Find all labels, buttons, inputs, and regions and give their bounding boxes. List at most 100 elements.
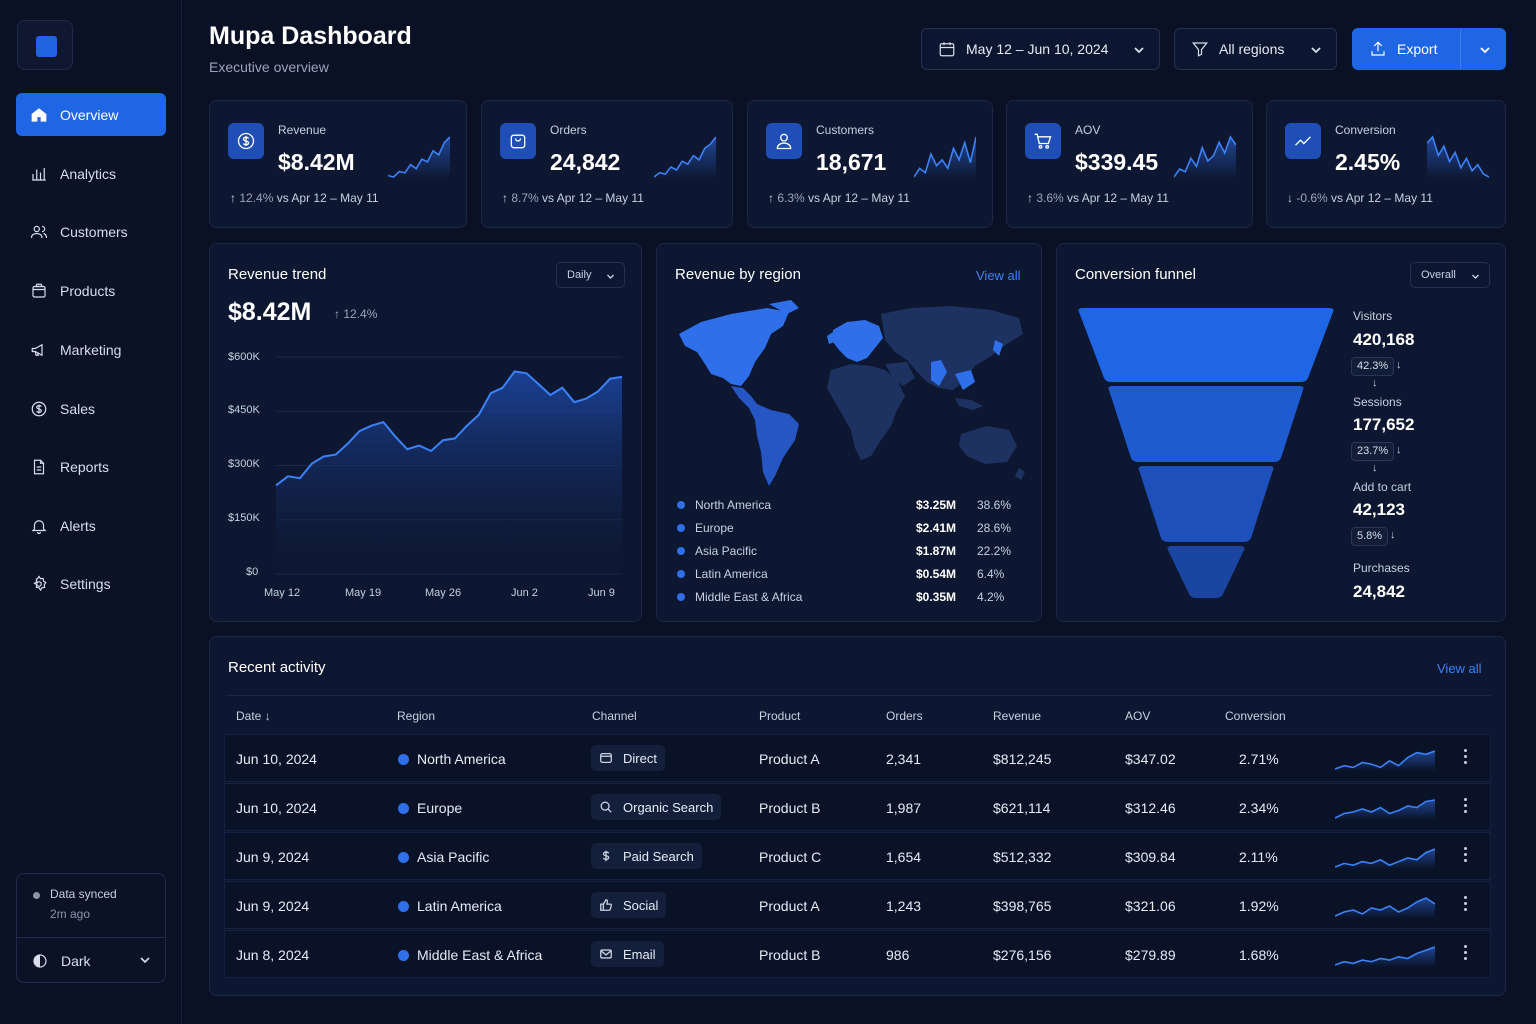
column-header-aov[interactable]: AOV: [1125, 709, 1151, 723]
date-range-picker[interactable]: May 12 – Jun 10, 2024: [921, 28, 1160, 70]
sparkline-area: [1427, 137, 1489, 179]
sidebar-item-marketing[interactable]: Marketing: [16, 328, 166, 371]
cell-region: North America: [417, 751, 506, 767]
column-header-conversion[interactable]: Conversion: [1225, 709, 1286, 723]
sidebar-item-sales[interactable]: Sales: [16, 387, 166, 430]
arrow-up-icon: ↑: [334, 307, 344, 321]
table-row[interactable]: Jun 8, 2024 Middle East & Africa Email P…: [224, 930, 1491, 978]
kpi-value: $339.45: [1075, 149, 1159, 175]
cell-region: Europe: [417, 800, 463, 816]
row-sparkline: [1335, 897, 1435, 918]
region-legend-row[interactable]: Europe $2.41M 28.6%: [677, 520, 1017, 538]
kpi-sparkline: [914, 136, 976, 179]
kpi-sparkline: [1427, 135, 1489, 179]
region-filter[interactable]: All regions: [1174, 28, 1337, 70]
region-pct: 22.2%: [977, 544, 1012, 558]
kpi-card-customers[interactable]: Customers 18,671 ↑ 6.3% vs Apr 12 – May …: [747, 100, 993, 228]
sidebar-item-settings[interactable]: Settings: [16, 562, 166, 605]
theme-toggle[interactable]: Dark: [17, 938, 165, 983]
row-menu-icon[interactable]: [1462, 945, 1468, 965]
funnel-stage-purchases[interactable]: [1167, 546, 1245, 598]
sidebar-item-alerts[interactable]: Alerts: [16, 504, 166, 547]
table-row[interactable]: Jun 9, 2024 Asia Pacific Paid Search Pro…: [224, 832, 1491, 880]
region-pct: 38.6%: [977, 498, 1012, 512]
kpi-compare: vs Apr 12 – May 11: [276, 191, 379, 205]
x-tick-label: Jun 2: [511, 587, 538, 599]
row-menu-icon[interactable]: [1462, 749, 1468, 769]
map-region-europe[interactable]: [833, 320, 883, 362]
activity-view-all-link[interactable]: View all: [1437, 661, 1482, 676]
column-header-revenue[interactable]: Revenue: [993, 709, 1042, 723]
column-header-channel[interactable]: Channel: [592, 709, 637, 723]
kpi-card-aov[interactable]: AOV $339.45 ↑ 3.6% vs Apr 12 – May 11: [1006, 100, 1253, 228]
column-header-orders[interactable]: Orders: [886, 709, 923, 723]
region-legend-row[interactable]: Asia Pacific $1.87M 22.2%: [677, 543, 1017, 561]
sidebar-item-reports[interactable]: Reports: [16, 445, 166, 488]
map-region-asia-pacific[interactable]: [881, 306, 1023, 390]
card-title: Revenue by region: [675, 266, 801, 283]
bar-chart-icon: [32, 167, 46, 181]
cell-revenue: $512,332: [993, 849, 1052, 865]
map-region-middle-east-africa[interactable]: [827, 364, 905, 460]
chevron-down-icon[interactable]: [1479, 44, 1491, 56]
moon-icon: [33, 953, 47, 968]
cell-date: Jun 8, 2024: [236, 947, 310, 963]
export-button[interactable]: Export: [1352, 28, 1506, 70]
page-subtitle: Executive overview: [209, 59, 329, 75]
sidebar-item-label: Reports: [60, 458, 110, 475]
funnel-stage-add-to-cart[interactable]: [1138, 466, 1274, 542]
funnel-scope-select[interactable]: Overall: [1410, 262, 1490, 288]
legend-dot: [677, 501, 685, 509]
row-sparkline: [1335, 750, 1435, 771]
region-legend-row[interactable]: Middle East & Africa $0.35M 4.2%: [677, 589, 1017, 607]
row-menu-icon[interactable]: [1462, 798, 1468, 818]
sparkline-line: [1335, 946, 1435, 966]
sidebar-item-overview[interactable]: Overview: [16, 93, 166, 136]
sidebar-item-products[interactable]: Products: [16, 269, 166, 312]
column-header-product[interactable]: Product: [759, 709, 801, 723]
funnel-stage-label: Add to cart: [1353, 480, 1412, 494]
kpi-label: Conversion: [1335, 123, 1396, 137]
sidebar-item-analytics[interactable]: Analytics: [16, 152, 166, 195]
region-legend-row[interactable]: Latin America $0.54M 6.4%: [677, 566, 1017, 584]
sparkline-line: [1427, 135, 1489, 178]
kpi-value: $8.42M: [278, 149, 355, 175]
revenue-by-region-card: Revenue by region View all North America…: [656, 243, 1042, 622]
row-menu-icon[interactable]: [1462, 896, 1468, 916]
region-dot: [398, 852, 409, 863]
kpi-card-revenue[interactable]: Revenue $8.42M ↑ 12.4% vs Apr 12 – May 1…: [209, 100, 467, 228]
sync-status-panel: Data synced 2m ago Dark: [16, 873, 166, 983]
sparkline-line: [1335, 799, 1435, 819]
column-header-date[interactable]: Date ↓: [236, 709, 271, 723]
funnel-stage-sessions[interactable]: [1108, 386, 1304, 462]
kpi-card-orders[interactable]: Orders 24,842 ↑ 8.7% vs Apr 12 – May 11: [481, 100, 733, 228]
cell-product: Product A: [759, 751, 820, 767]
cell-orders: 2,341: [886, 751, 922, 767]
region-view-all-link[interactable]: View all: [976, 268, 1021, 283]
funnel-stage-visitors[interactable]: [1078, 308, 1334, 382]
kpi-label: AOV: [1075, 123, 1101, 137]
cell-aov: $321.06: [1125, 898, 1176, 914]
table-row[interactable]: Jun 9, 2024 Latin America Social Product…: [224, 881, 1491, 929]
revenue-total: $8.42M: [228, 298, 312, 326]
legend-dot: [677, 570, 685, 578]
kpi-card-conversion[interactable]: Conversion 2.45% ↓ -0.6% vs Apr 12 – May…: [1266, 100, 1506, 228]
kpi-change: ↑ 8.7% vs Apr 12 – May 11: [502, 191, 644, 205]
granularity-select[interactable]: Daily: [556, 262, 625, 288]
cell-region: Latin America: [417, 898, 502, 914]
table-row[interactable]: Jun 10, 2024 Europe Organic Search Produ…: [224, 783, 1491, 831]
sidebar-item-label: Products: [60, 282, 116, 299]
region-legend-row[interactable]: North America $3.25M 38.6%: [677, 497, 1017, 515]
column-header-region[interactable]: Region: [397, 709, 436, 723]
users-icon: [30, 225, 48, 238]
map-region-north-america[interactable]: [679, 308, 789, 386]
world-map: [679, 300, 1025, 486]
dollar-circle-icon: [31, 401, 47, 416]
sidebar-item-label: Customers: [60, 223, 128, 240]
table-row[interactable]: Jun 10, 2024 North America Direct Produc…: [224, 734, 1491, 782]
map-region-latin-america[interactable]: [731, 386, 799, 486]
funnel-stage-label: Sessions: [1353, 395, 1402, 409]
sidebar-item-customers[interactable]: Customers: [16, 210, 166, 253]
app-logo[interactable]: [17, 20, 73, 70]
row-menu-icon[interactable]: [1462, 847, 1468, 867]
